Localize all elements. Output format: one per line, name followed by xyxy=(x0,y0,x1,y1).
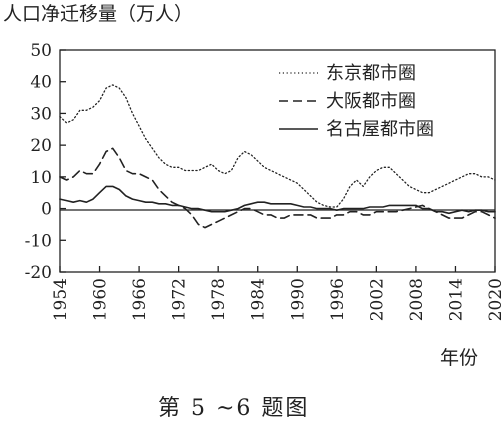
y-tick-label: 50 xyxy=(30,41,52,61)
x-tick-label: 1960 xyxy=(91,278,111,321)
y-tick-label: -10 xyxy=(25,231,52,251)
x-tick-label: 1954 xyxy=(51,278,71,321)
x-axis: 1954 1960 1966 1972 1978 1984 1990 1996 2002 2008… xyxy=(51,266,501,321)
x-tick-label: 2020 xyxy=(486,278,501,321)
x-tick-label: 1996 xyxy=(328,278,348,321)
x-tick-label: 2008 xyxy=(407,278,427,321)
y-tick-label: 10 xyxy=(30,168,52,188)
legend-label: 东京都市圈 xyxy=(326,63,416,84)
series-line-1 xyxy=(59,84,496,208)
plot-frame xyxy=(59,49,496,273)
figure-caption: 第 5 ~6 题图 xyxy=(158,396,309,421)
series-line-2 xyxy=(59,147,496,229)
legend-label: 大阪都市圈 xyxy=(326,91,416,112)
y-tick-label: -20 xyxy=(25,263,52,283)
x-tick-label: 1972 xyxy=(170,278,190,321)
y-tick-label: 40 xyxy=(30,73,52,93)
x-tick-label: 2002 xyxy=(367,278,387,321)
x-tick-label: 1966 xyxy=(130,278,150,321)
y-tick-label: 0 xyxy=(41,200,52,220)
x-tick-label: 1990 xyxy=(288,278,308,321)
x-axis-label: 年份 xyxy=(440,347,478,369)
legend-label: 名古屋都市圈 xyxy=(326,119,434,140)
series-line-3 xyxy=(59,185,496,215)
y-axis-label: 人口净迁移量（万人） xyxy=(3,3,193,25)
series-lines xyxy=(59,84,496,229)
y-tick-label: 30 xyxy=(30,104,52,124)
x-tick-label: 2014 xyxy=(446,278,466,321)
x-tick-label: 1978 xyxy=(209,278,229,321)
y-tick-label: 20 xyxy=(30,136,52,156)
x-tick-label: 1984 xyxy=(249,278,269,321)
y-axis: 50 40 30 20 10 0 -10 -20 xyxy=(25,41,66,283)
